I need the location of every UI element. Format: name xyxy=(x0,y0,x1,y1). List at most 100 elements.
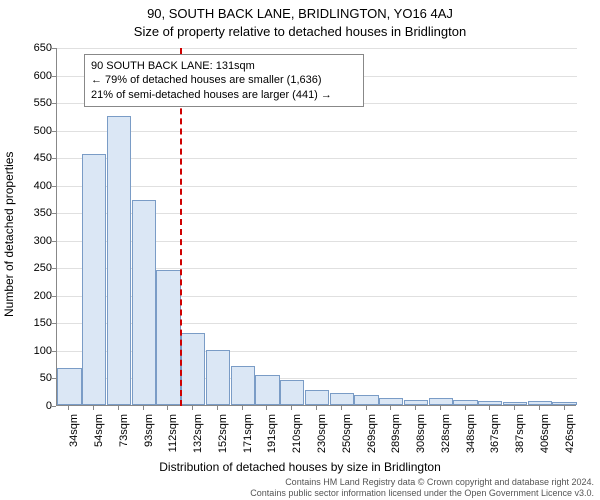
histogram-bar xyxy=(206,350,230,405)
x-tick-mark xyxy=(415,406,416,410)
y-tick-mark xyxy=(52,323,56,324)
x-tick-label: 269sqm xyxy=(366,414,378,462)
x-tick-mark xyxy=(390,406,391,410)
histogram-bar xyxy=(379,398,403,405)
x-tick-mark xyxy=(242,406,243,410)
x-tick-mark xyxy=(118,406,119,410)
info-line: 21% of semi-detached houses are larger (… xyxy=(91,88,357,102)
x-tick-mark xyxy=(192,406,193,410)
y-tick-mark xyxy=(52,406,56,407)
y-tick-label: 450 xyxy=(12,152,52,164)
y-tick-label: 100 xyxy=(12,345,52,357)
x-tick-mark xyxy=(539,406,540,410)
histogram-bar xyxy=(528,401,552,405)
x-tick-mark xyxy=(167,406,168,410)
x-tick-mark xyxy=(291,406,292,410)
x-tick-mark xyxy=(564,406,565,410)
y-tick-label: 0 xyxy=(12,400,52,412)
y-tick-mark xyxy=(52,213,56,214)
histogram-bar xyxy=(503,402,527,405)
x-axis-label: Distribution of detached houses by size … xyxy=(0,460,600,474)
y-tick-label: 650 xyxy=(12,42,52,54)
x-tick-mark xyxy=(316,406,317,410)
y-tick-label: 350 xyxy=(12,207,52,219)
x-tick-mark xyxy=(366,406,367,410)
x-tick-mark xyxy=(143,406,144,410)
y-tick-mark xyxy=(52,268,56,269)
info-line: 90 SOUTH BACK LANE: 131sqm xyxy=(91,59,357,73)
histogram-bar xyxy=(453,400,477,406)
histogram-bar xyxy=(156,270,180,405)
histogram-bar xyxy=(107,116,131,405)
y-tick-label: 250 xyxy=(12,262,52,274)
x-tick-mark xyxy=(341,406,342,410)
y-tick-label: 400 xyxy=(12,180,52,192)
y-tick-mark xyxy=(52,76,56,77)
x-tick-label: 93sqm xyxy=(143,414,155,462)
y-tick-label: 200 xyxy=(12,290,52,302)
x-tick-label: 426sqm xyxy=(564,414,576,462)
y-tick-mark xyxy=(52,131,56,132)
y-tick-label: 550 xyxy=(12,97,52,109)
y-tick-label: 500 xyxy=(12,125,52,137)
histogram-bar xyxy=(57,368,81,405)
x-tick-label: 250sqm xyxy=(341,414,353,462)
x-tick-label: 289sqm xyxy=(390,414,402,462)
x-tick-mark xyxy=(440,406,441,410)
gridline xyxy=(57,158,577,159)
y-tick-mark xyxy=(52,186,56,187)
histogram-bar xyxy=(231,366,255,405)
x-tick-mark xyxy=(68,406,69,410)
gridline xyxy=(57,48,577,49)
x-tick-label: 191sqm xyxy=(266,414,278,462)
gridline xyxy=(57,186,577,187)
y-tick-mark xyxy=(52,103,56,104)
info-box: 90 SOUTH BACK LANE: 131sqm← 79% of detac… xyxy=(84,54,364,107)
gridline xyxy=(57,131,577,132)
info-line: ← 79% of detached houses are smaller (1,… xyxy=(91,73,357,87)
histogram-bar xyxy=(552,402,576,405)
x-tick-label: 367sqm xyxy=(489,414,501,462)
histogram-bar xyxy=(354,395,378,405)
y-tick-label: 150 xyxy=(12,317,52,329)
page-subtitle: Size of property relative to detached ho… xyxy=(0,24,600,39)
x-tick-label: 387sqm xyxy=(514,414,526,462)
x-tick-mark xyxy=(489,406,490,410)
histogram-bar xyxy=(255,375,279,405)
x-tick-mark xyxy=(465,406,466,410)
y-tick-mark xyxy=(52,378,56,379)
histogram-bar xyxy=(429,398,453,405)
histogram-bar xyxy=(181,333,205,405)
x-tick-label: 54sqm xyxy=(93,414,105,462)
y-tick-mark xyxy=(52,241,56,242)
x-tick-label: 328sqm xyxy=(440,414,452,462)
x-tick-label: 308sqm xyxy=(415,414,427,462)
x-tick-label: 132sqm xyxy=(192,414,204,462)
histogram-bar xyxy=(132,200,156,405)
x-tick-label: 406sqm xyxy=(539,414,551,462)
x-tick-mark xyxy=(93,406,94,410)
x-tick-label: 152sqm xyxy=(217,414,229,462)
x-tick-label: 210sqm xyxy=(291,414,303,462)
x-tick-label: 112sqm xyxy=(167,414,179,462)
x-tick-mark xyxy=(514,406,515,410)
histogram-bar xyxy=(404,400,428,406)
page-title: 90, SOUTH BACK LANE, BRIDLINGTON, YO16 4… xyxy=(0,6,600,21)
histogram-bar xyxy=(305,390,329,405)
histogram-bar xyxy=(82,154,106,405)
x-tick-label: 34sqm xyxy=(68,414,80,462)
y-tick-label: 50 xyxy=(12,372,52,384)
y-tick-mark xyxy=(52,158,56,159)
y-tick-label: 300 xyxy=(12,235,52,247)
x-tick-label: 73sqm xyxy=(118,414,130,462)
x-tick-mark xyxy=(217,406,218,410)
x-tick-mark xyxy=(266,406,267,410)
footer-attribution: Contains HM Land Registry data © Crown c… xyxy=(250,477,594,498)
x-tick-label: 348sqm xyxy=(465,414,477,462)
x-tick-label: 171sqm xyxy=(242,414,254,462)
histogram-bar xyxy=(280,380,304,405)
histogram-bar xyxy=(330,393,354,405)
y-tick-mark xyxy=(52,351,56,352)
y-tick-label: 600 xyxy=(12,70,52,82)
histogram-bar xyxy=(478,401,502,405)
